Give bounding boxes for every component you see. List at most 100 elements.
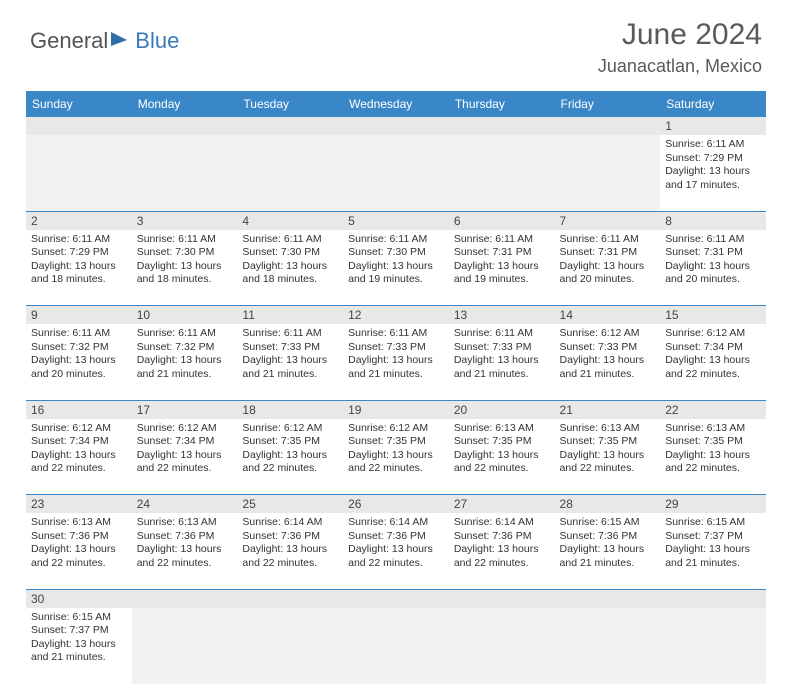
daylight-line-2: and 21 minutes. (242, 368, 338, 382)
dayhead-wednesday: Wednesday (343, 91, 449, 117)
daynum-cell: 12 (343, 306, 449, 325)
sunrise-line: Sunrise: 6:12 AM (665, 327, 761, 341)
daylight-line-2: and 19 minutes. (454, 273, 550, 287)
sunset-line: Sunset: 7:30 PM (348, 246, 444, 260)
sunrise-line: Sunrise: 6:11 AM (665, 233, 761, 247)
sunrise-line: Sunrise: 6:11 AM (137, 327, 233, 341)
sunset-line: Sunset: 7:31 PM (560, 246, 656, 260)
daynum-cell: 2 (26, 211, 132, 230)
sunrise-line: Sunrise: 6:13 AM (31, 516, 127, 530)
day-cell-1: Sunrise: 6:11 AMSunset: 7:29 PMDaylight:… (660, 135, 766, 211)
daylight-line-2: and 22 minutes. (137, 557, 233, 571)
daylight-line-1: Daylight: 13 hours (137, 449, 233, 463)
sunrise-line: Sunrise: 6:11 AM (454, 233, 550, 247)
sunrise-line: Sunrise: 6:13 AM (665, 422, 761, 436)
sunrise-line: Sunrise: 6:11 AM (31, 327, 127, 341)
day-cell-11: Sunrise: 6:11 AMSunset: 7:33 PMDaylight:… (237, 324, 343, 400)
daylight-line-2: and 19 minutes. (348, 273, 444, 287)
sunset-line: Sunset: 7:33 PM (560, 341, 656, 355)
week-row: Sunrise: 6:15 AMSunset: 7:37 PMDaylight:… (26, 608, 766, 684)
blank-cell (449, 135, 555, 211)
daylight-line-2: and 21 minutes. (665, 557, 761, 571)
blank-cell (26, 135, 132, 211)
daylight-line-2: and 18 minutes. (31, 273, 127, 287)
sunrise-line: Sunrise: 6:12 AM (31, 422, 127, 436)
sunrise-line: Sunrise: 6:11 AM (137, 233, 233, 247)
sunset-line: Sunset: 7:36 PM (31, 530, 127, 544)
day-cell-9: Sunrise: 6:11 AMSunset: 7:32 PMDaylight:… (26, 324, 132, 400)
blank-cell (237, 135, 343, 211)
daylight-line-1: Daylight: 13 hours (348, 449, 444, 463)
daynum-cell: 17 (132, 400, 238, 419)
day-cell-13: Sunrise: 6:11 AMSunset: 7:33 PMDaylight:… (449, 324, 555, 400)
sunset-line: Sunset: 7:33 PM (348, 341, 444, 355)
day-cell-27: Sunrise: 6:14 AMSunset: 7:36 PMDaylight:… (449, 513, 555, 589)
day-cell-19: Sunrise: 6:12 AMSunset: 7:35 PMDaylight:… (343, 419, 449, 495)
sunset-line: Sunset: 7:35 PM (348, 435, 444, 449)
daylight-line-1: Daylight: 13 hours (137, 354, 233, 368)
daylight-line-2: and 22 minutes. (31, 462, 127, 476)
day-cell-25: Sunrise: 6:14 AMSunset: 7:36 PMDaylight:… (237, 513, 343, 589)
day-cell-6: Sunrise: 6:11 AMSunset: 7:31 PMDaylight:… (449, 230, 555, 306)
sunrise-line: Sunrise: 6:12 AM (242, 422, 338, 436)
sunset-line: Sunset: 7:29 PM (31, 246, 127, 260)
daynum-cell: 22 (660, 400, 766, 419)
sunset-line: Sunset: 7:36 PM (560, 530, 656, 544)
sunrise-line: Sunrise: 6:12 AM (348, 422, 444, 436)
sunset-line: Sunset: 7:31 PM (665, 246, 761, 260)
day-cell-4: Sunrise: 6:11 AMSunset: 7:30 PMDaylight:… (237, 230, 343, 306)
week-row: Sunrise: 6:11 AM Sunset: 7:29 PM Daylight:… (26, 230, 766, 306)
daylight-line-1: Daylight: 13 hours (31, 543, 127, 557)
daylight-line-1: Daylight: 13 hours (31, 354, 127, 368)
daylight-line-2: and 21 minutes. (454, 368, 550, 382)
blank-cell (132, 135, 238, 211)
day-cell-20: Sunrise: 6:13 AMSunset: 7:35 PMDaylight:… (449, 419, 555, 495)
daylight-line-2: and 21 minutes. (31, 651, 127, 665)
daynum-row: 1 (26, 117, 766, 135)
daynum-cell: 19 (343, 400, 449, 419)
sunrise-line: Sunrise: 6:14 AM (242, 516, 338, 530)
day-cell-22: Sunrise: 6:13 AMSunset: 7:35 PMDaylight:… (660, 419, 766, 495)
daylight-line-1: Daylight: 13 hours (665, 260, 761, 274)
daylight-line-2: and 20 minutes. (665, 273, 761, 287)
daynum-cell (237, 117, 343, 135)
sunset-line: Sunset: 7:35 PM (665, 435, 761, 449)
logo: General Blue (30, 18, 179, 54)
daynum-row: 16171819202122 (26, 400, 766, 419)
daylight-line-1: Daylight: 13 hours (665, 543, 761, 557)
daylight-line-1: Daylight: 13 hours (31, 638, 127, 652)
daynum-cell: 4 (237, 211, 343, 230)
sunrise-line: Sunrise: 6:11 AM (348, 327, 444, 341)
daylight-line-2: and 22 minutes. (31, 557, 127, 571)
daylight-line-1: Daylight: 13 hours (560, 449, 656, 463)
sunrise-line: Sunrise: 6:14 AM (348, 516, 444, 530)
day-cell-17: Sunrise: 6:12 AMSunset: 7:34 PMDaylight:… (132, 419, 238, 495)
daynum-row: 23242526272829 (26, 495, 766, 514)
daylight-line-1: Daylight: 13 hours (348, 354, 444, 368)
blank-cell (237, 608, 343, 684)
daylight-line-2: and 18 minutes. (137, 273, 233, 287)
sunset-line: Sunset: 7:29 PM (665, 152, 761, 166)
dayhead-sunday: Sunday (26, 91, 132, 117)
daynum-cell: 18 (237, 400, 343, 419)
daylight-line-1: Daylight: 13 hours (242, 354, 338, 368)
dayhead-tuesday: Tuesday (237, 91, 343, 117)
daynum-cell (449, 117, 555, 135)
daynum-cell: 10 (132, 306, 238, 325)
logo-text-blue: Blue (135, 28, 179, 54)
sunset-line: Sunset: 7:34 PM (665, 341, 761, 355)
sunrise-line: Sunrise: 6:12 AM (560, 327, 656, 341)
daynum-cell: 21 (555, 400, 661, 419)
sunrise-line: Sunrise: 6:14 AM (454, 516, 550, 530)
daylight-line-2: and 22 minutes. (242, 462, 338, 476)
sunset-line: Sunset: 7:35 PM (454, 435, 550, 449)
daynum-cell: 25 (237, 495, 343, 514)
daynum-cell: 9 (26, 306, 132, 325)
location-label: Juanacatlan, Mexico (598, 56, 762, 77)
daylight-line-2: and 21 minutes. (348, 368, 444, 382)
sunset-line: Sunset: 7:37 PM (665, 530, 761, 544)
day-cell-23: Sunrise: 6:13 AMSunset: 7:36 PMDaylight:… (26, 513, 132, 589)
sunset-line: Sunset: 7:32 PM (31, 341, 127, 355)
daynum-cell: 24 (132, 495, 238, 514)
daynum-cell: 14 (555, 306, 661, 325)
